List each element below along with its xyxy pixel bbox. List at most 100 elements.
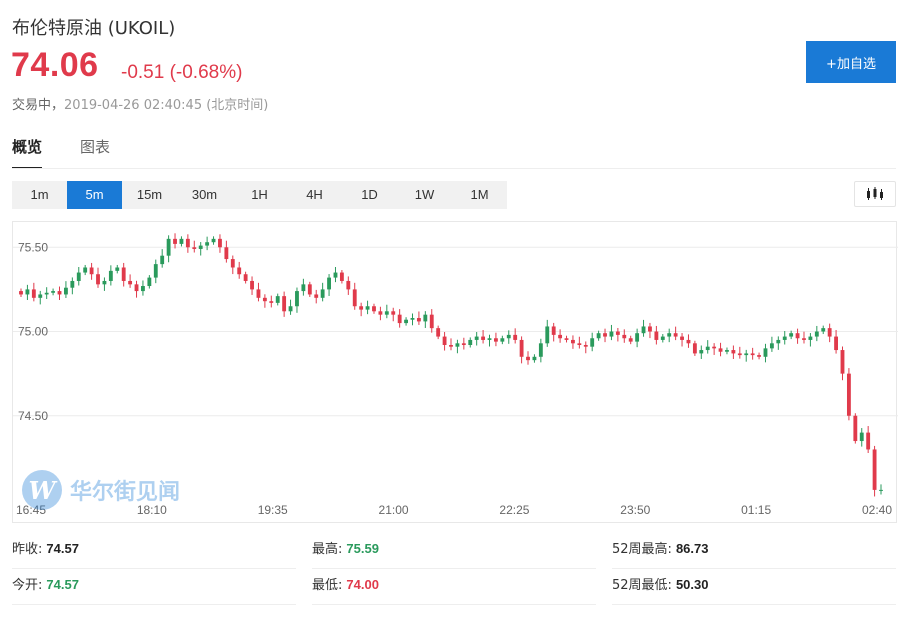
candle-body: [192, 247, 197, 249]
candle-body: [487, 338, 492, 340]
candle-body: [372, 306, 376, 312]
candle-body: [237, 267, 242, 275]
candle-body: [314, 294, 319, 298]
candle-body: [769, 343, 774, 349]
period-1d[interactable]: 1D: [361, 187, 378, 202]
candle-body: [789, 333, 794, 337]
candle-body: [461, 343, 466, 345]
tab-overview[interactable]: 概览: [12, 136, 43, 169]
candlestick-chart: 75.50 75.00 74.50 16:45 18:10 19:35 21:00 22:25…: [13, 233, 898, 517]
candle-body: [879, 489, 883, 491]
candle-body: [166, 238, 171, 256]
stat-value: 74.00: [346, 577, 379, 592]
y-tick-label: 74.50: [18, 409, 48, 423]
candle-body: [31, 289, 36, 298]
period-1w[interactable]: 1W: [414, 187, 435, 202]
candle-body: [442, 336, 447, 345]
tab-chart[interactable]: 图表: [80, 138, 111, 156]
period-4h[interactable]: 4H: [306, 187, 323, 202]
candle-body: [660, 336, 665, 340]
candle-body: [699, 350, 704, 354]
candle-body: [307, 284, 312, 295]
period-selector: 1m 5m 15m 30m 1H 4H 1D 1W 1M: [12, 181, 507, 209]
x-tick-label: 19:35: [258, 503, 288, 517]
candle-body: [449, 344, 453, 347]
current-price: 74.06: [11, 46, 99, 84]
period-1m[interactable]: 1m: [30, 187, 49, 202]
candle-body: [622, 334, 627, 339]
candle-body: [76, 272, 81, 281]
candle-body: [19, 291, 23, 295]
candle-body: [808, 336, 813, 340]
candle-body: [141, 286, 145, 292]
price-chart[interactable]: 75.50 75.00 74.50 16:45 18:10 19:35 21:00 22:25…: [12, 221, 898, 523]
candle-body: [744, 353, 749, 356]
candle-body: [615, 331, 620, 335]
candle-body: [686, 339, 691, 344]
status-label: 交易中: [12, 98, 52, 113]
candle-body: [269, 301, 274, 303]
stat-label: 昨收:: [12, 542, 43, 557]
x-tick-label: 01:15: [741, 503, 771, 517]
candle-body: [840, 350, 845, 374]
candle-body: [44, 292, 49, 295]
candle-body: [481, 336, 486, 340]
candle-body: [416, 318, 421, 322]
status-timestamp: 2019-04-26 02:40:45 (北京时间): [64, 98, 269, 113]
candle-body: [853, 415, 858, 442]
candle-body: [38, 294, 43, 298]
candle-body: [198, 245, 203, 249]
candle-body: [680, 336, 684, 340]
candle-body: [866, 432, 871, 450]
candle-body: [545, 326, 550, 344]
candle-body: [513, 334, 518, 340]
period-1h[interactable]: 1H: [251, 187, 268, 202]
watermark-logo: W: [22, 470, 62, 510]
candle-body: [410, 318, 415, 320]
candle-body: [230, 259, 235, 268]
candle-body: [327, 277, 331, 290]
candle-body: [500, 338, 505, 342]
period-15m[interactable]: 15m: [136, 187, 163, 202]
candle-body: [51, 291, 56, 293]
period-30m[interactable]: 30m: [191, 187, 218, 202]
candle-body: [519, 339, 524, 357]
candle-body: [429, 314, 434, 329]
candle-body: [712, 346, 717, 349]
candle-body: [185, 238, 190, 248]
candle-body: [731, 350, 736, 354]
stat-label: 最高:: [312, 542, 343, 557]
candle-body: [494, 338, 498, 342]
candle-body: [776, 339, 781, 344]
x-tick-label: 21:00: [379, 503, 409, 517]
candle-body: [134, 284, 139, 292]
candle-body: [262, 297, 267, 302]
candle-body: [256, 289, 261, 298]
candle-body: [763, 348, 768, 357]
add-to-watchlist-button[interactable]: +加自选: [806, 41, 896, 83]
candle-body: [391, 311, 396, 315]
candle-body: [558, 334, 563, 339]
x-tick-label: 16:45: [16, 503, 46, 517]
stat-label: 52周最高:: [612, 542, 672, 557]
period-5m[interactable]: 5m: [67, 181, 122, 209]
candle-body: [551, 326, 556, 335]
candle-body: [359, 306, 364, 310]
candle-body: [250, 280, 254, 290]
candle-body: [872, 449, 877, 490]
candle-body: [96, 274, 100, 285]
candle-body: [89, 267, 94, 275]
candle-body: [301, 284, 306, 292]
candle-body: [590, 338, 595, 347]
candle-body: [218, 238, 222, 248]
candle-body: [577, 343, 582, 345]
candle-body: [802, 338, 806, 340]
candle-body: [814, 331, 819, 337]
period-1mo[interactable]: 1M: [470, 187, 489, 202]
chart-type-toggle[interactable]: [854, 181, 896, 207]
y-tick-label: 75.50: [18, 240, 48, 254]
x-tick-label: 22:25: [499, 503, 529, 517]
candle-body: [121, 267, 126, 281]
candle-body: [648, 326, 652, 332]
instrument-title: 布伦特原油 (UKOIL): [12, 18, 176, 39]
